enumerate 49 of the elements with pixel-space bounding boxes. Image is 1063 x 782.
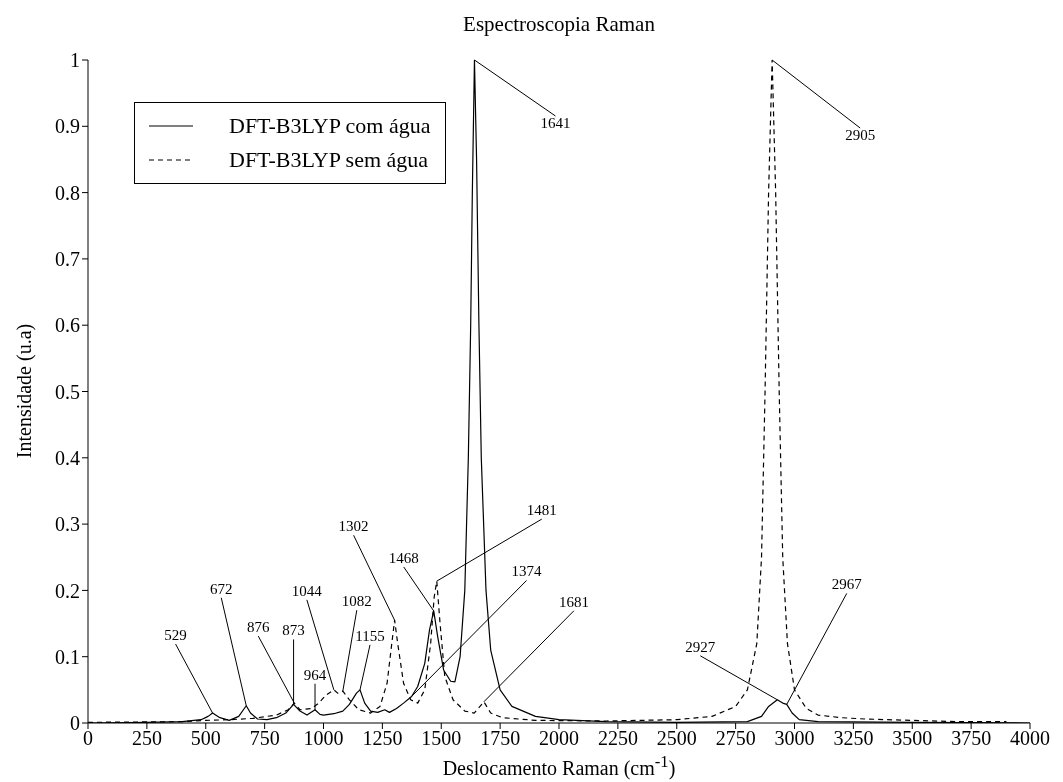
y-tick-label: 1 [70, 49, 80, 72]
annotation: 2927 [685, 638, 716, 655]
x-tick-label: 750 [249, 727, 280, 750]
annotation: 1481 [526, 502, 557, 519]
y-tick-label: 0.2 [55, 579, 80, 602]
annotation: 964 [303, 666, 327, 683]
x-tick-label: 1000 [303, 727, 344, 750]
annotation: 1641 [540, 115, 571, 131]
y-tick-label: 0.8 [55, 181, 80, 204]
annotation: 873 [282, 622, 305, 639]
annotation: 1155 [355, 627, 385, 644]
x-tick-label: 2500 [656, 727, 697, 750]
x-axis-title: Deslocamento Raman (cm$^{-1}$) [441, 752, 677, 780]
legend-label: DFT-B3LYP sem água [229, 146, 429, 174]
y-tick-label: 0 [70, 712, 80, 735]
x-tick-label: 250 [131, 727, 162, 750]
x-tick-label: 2000 [539, 727, 579, 750]
y-tick-label: 0.6 [55, 314, 80, 337]
y-tick-label: 0.1 [55, 645, 80, 668]
annotation: 1044 [291, 582, 323, 599]
x-tick-label: 1250 [362, 727, 403, 750]
annotation: 1302 [338, 518, 369, 535]
x-tick-label: 3250 [833, 727, 874, 750]
annotation: 1681 [558, 593, 589, 610]
x-tick-label: 2750 [715, 727, 756, 750]
x-tick-label: 1750 [480, 727, 521, 750]
y-tick-label: 0.9 [55, 115, 80, 138]
y-tick-label: 0.3 [55, 513, 80, 536]
annotation: 529 [164, 627, 187, 644]
annotation: 1374 [511, 563, 543, 580]
annotation: 2967 [831, 576, 863, 593]
x-tick-label: 3500 [892, 727, 933, 750]
annotation: 1468 [388, 549, 419, 566]
y-tick-label: 0.7 [55, 248, 80, 270]
legend-label: DFT-B3LYP com água [229, 112, 431, 140]
annotation: 1082 [341, 593, 372, 610]
y-tick-label: 0.5 [55, 380, 80, 403]
x-tick-label: 3000 [774, 727, 815, 750]
annotation: 672 [210, 580, 233, 597]
chart-title: Espectroscopia Raman [462, 12, 656, 37]
x-tick-label: 500 [190, 727, 221, 750]
x-tick-label: 2250 [597, 727, 638, 750]
y-axis-title: Intensidade (u.a) [12, 323, 36, 459]
annotation: 2905 [845, 127, 876, 143]
y-tick-label: 0.4 [55, 446, 80, 469]
x-tick-label: 3750 [951, 727, 992, 750]
x-tick-label: 1500 [421, 727, 462, 750]
x-tick-label: 4000 [1010, 727, 1050, 750]
annotation: 876 [247, 619, 271, 636]
